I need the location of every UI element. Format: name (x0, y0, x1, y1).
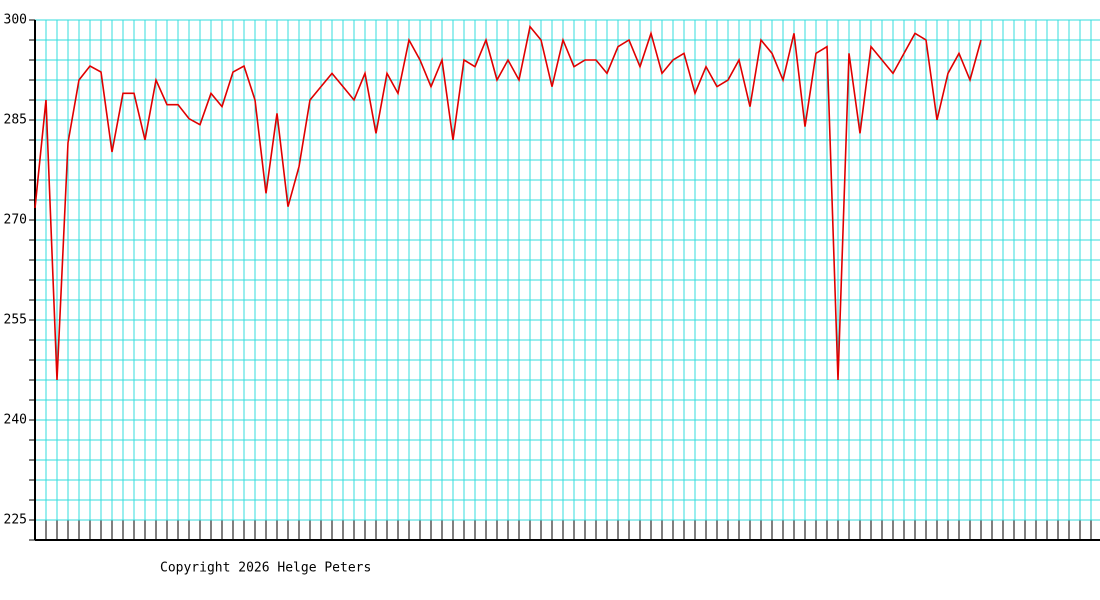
y-tick-label: 285 (4, 113, 27, 128)
y-tick-label: 270 (4, 213, 27, 228)
y-tick-label: 225 (4, 513, 27, 528)
footer: Copyright 2026 Helge Peters (160, 561, 371, 576)
y-tick-label: 240 (4, 413, 27, 428)
y-tick-label: 255 (4, 313, 27, 328)
y-tick-label: 300 (4, 13, 27, 28)
data-line (34, 24, 982, 381)
